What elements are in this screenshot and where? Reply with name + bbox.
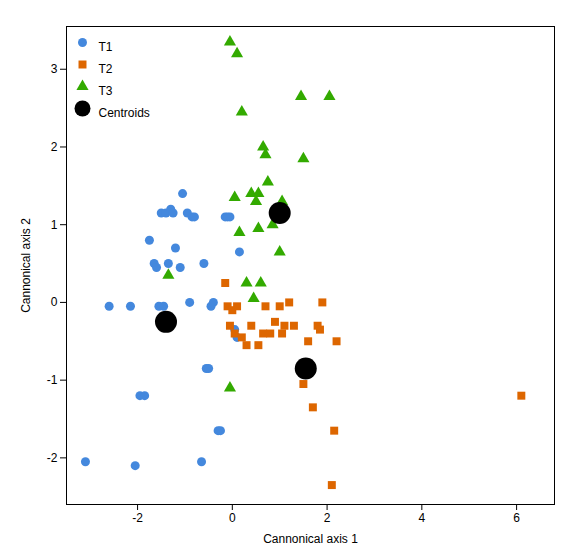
svg-text:-2: -2 — [47, 451, 58, 465]
svg-text:T1: T1 — [99, 40, 113, 54]
svg-text:T2: T2 — [99, 62, 113, 76]
svg-text:Cannonical axis 2: Cannonical axis 2 — [19, 218, 33, 313]
svg-text:2: 2 — [324, 511, 331, 525]
svg-text:Centroids: Centroids — [99, 106, 150, 120]
svg-text:T3: T3 — [99, 84, 113, 98]
svg-text:4: 4 — [418, 511, 425, 525]
svg-text:0: 0 — [229, 511, 236, 525]
svg-text:Cannonical axis 1: Cannonical axis 1 — [263, 532, 358, 546]
svg-text:3: 3 — [51, 62, 58, 76]
svg-text:6: 6 — [513, 511, 520, 525]
svg-text:0: 0 — [51, 295, 58, 309]
svg-text:-2: -2 — [132, 511, 143, 525]
svg-text:-1: -1 — [47, 373, 58, 387]
svg-text:1: 1 — [51, 218, 58, 232]
svg-text:2: 2 — [51, 140, 58, 154]
